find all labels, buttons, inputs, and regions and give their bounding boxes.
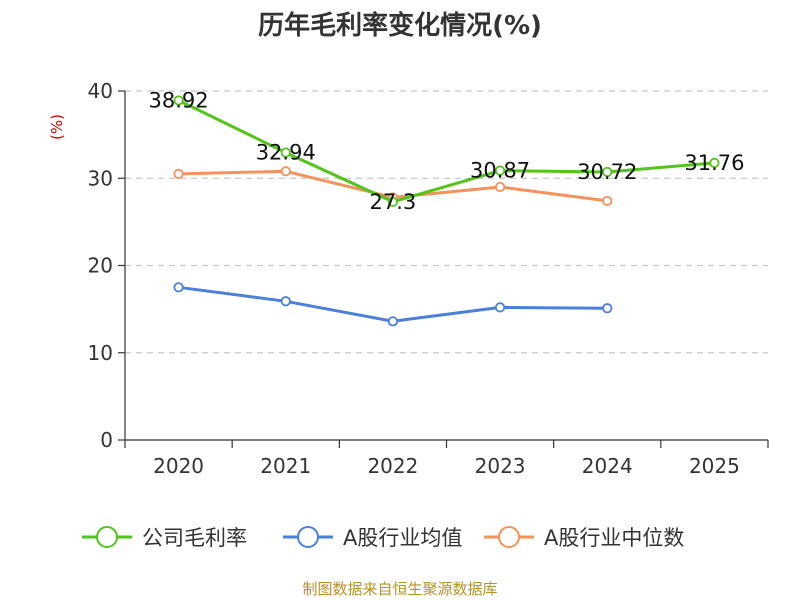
axes: 0 10 20 30 40 2020 2021 2022 2023 2024 2025: [88, 79, 769, 478]
data-point[interactable]: [387, 316, 399, 327]
data-label: 38.92: [149, 88, 209, 112]
data-point[interactable]: [173, 168, 184, 179]
data-point[interactable]: [494, 302, 506, 313]
data-label: 31.76: [684, 151, 744, 175]
y-tick-label: 10: [88, 341, 113, 365]
data-labels: 38.92 32.94 27.3 30.87 30.72 31.76: [149, 88, 745, 213]
x-tick-label: 2021: [260, 454, 311, 478]
y-tick-label: 0: [100, 428, 113, 452]
data-point[interactable]: [387, 196, 399, 207]
data-point[interactable]: [602, 195, 613, 207]
data-point[interactable]: [494, 165, 506, 176]
x-tick-label: 2025: [689, 454, 740, 478]
legend-item[interactable]: A股行业中位数: [484, 526, 684, 550]
chart-title: 历年毛利率变化情况(%): [258, 10, 542, 41]
y-tick-label: 20: [88, 254, 113, 278]
series-line: [177, 99, 715, 204]
data-label: 27.3: [370, 190, 417, 214]
data-point[interactable]: [494, 181, 506, 193]
series-0: [173, 95, 720, 207]
data-label: 32.94: [256, 141, 316, 165]
data-label: 30.87: [470, 159, 530, 183]
x-tick-label: 2022: [367, 454, 418, 478]
x-tick-label: 2023: [475, 454, 526, 478]
series-lines: [173, 95, 720, 327]
data-point[interactable]: [602, 166, 613, 178]
data-point[interactable]: [173, 95, 184, 106]
x-tick-label: 2024: [582, 454, 633, 478]
data-label: 30.72: [577, 160, 637, 184]
data-point[interactable]: [602, 303, 613, 314]
data-point[interactable]: [280, 296, 291, 307]
source-note: 制图数据来自恒生聚源数据库: [302, 580, 497, 598]
legend: 公司毛利率 A股行业均值 A股行业中位数: [82, 526, 684, 550]
y-tick-label: 30: [88, 166, 113, 190]
legend-marker: [96, 526, 118, 548]
data-point[interactable]: [709, 157, 720, 168]
legend-marker: [498, 526, 520, 548]
data-point[interactable]: [280, 166, 291, 177]
series-line: [178, 285, 608, 323]
legend-item[interactable]: 公司毛利率: [82, 526, 247, 550]
legend-label: A股行业中位数: [544, 526, 684, 550]
legend-label: 公司毛利率: [142, 526, 247, 550]
y-tick-label: 40: [88, 79, 113, 103]
series-1: [173, 282, 613, 327]
legend-marker: [297, 526, 319, 548]
data-point[interactable]: [173, 282, 184, 293]
legend-label: A股行业均值: [343, 526, 462, 550]
data-point[interactable]: [280, 147, 291, 158]
x-tick-label: 2020: [153, 454, 204, 478]
legend-item[interactable]: A股行业均值: [283, 526, 462, 550]
gridlines: [125, 90, 768, 354]
y-axis-unit: (%): [48, 114, 66, 140]
